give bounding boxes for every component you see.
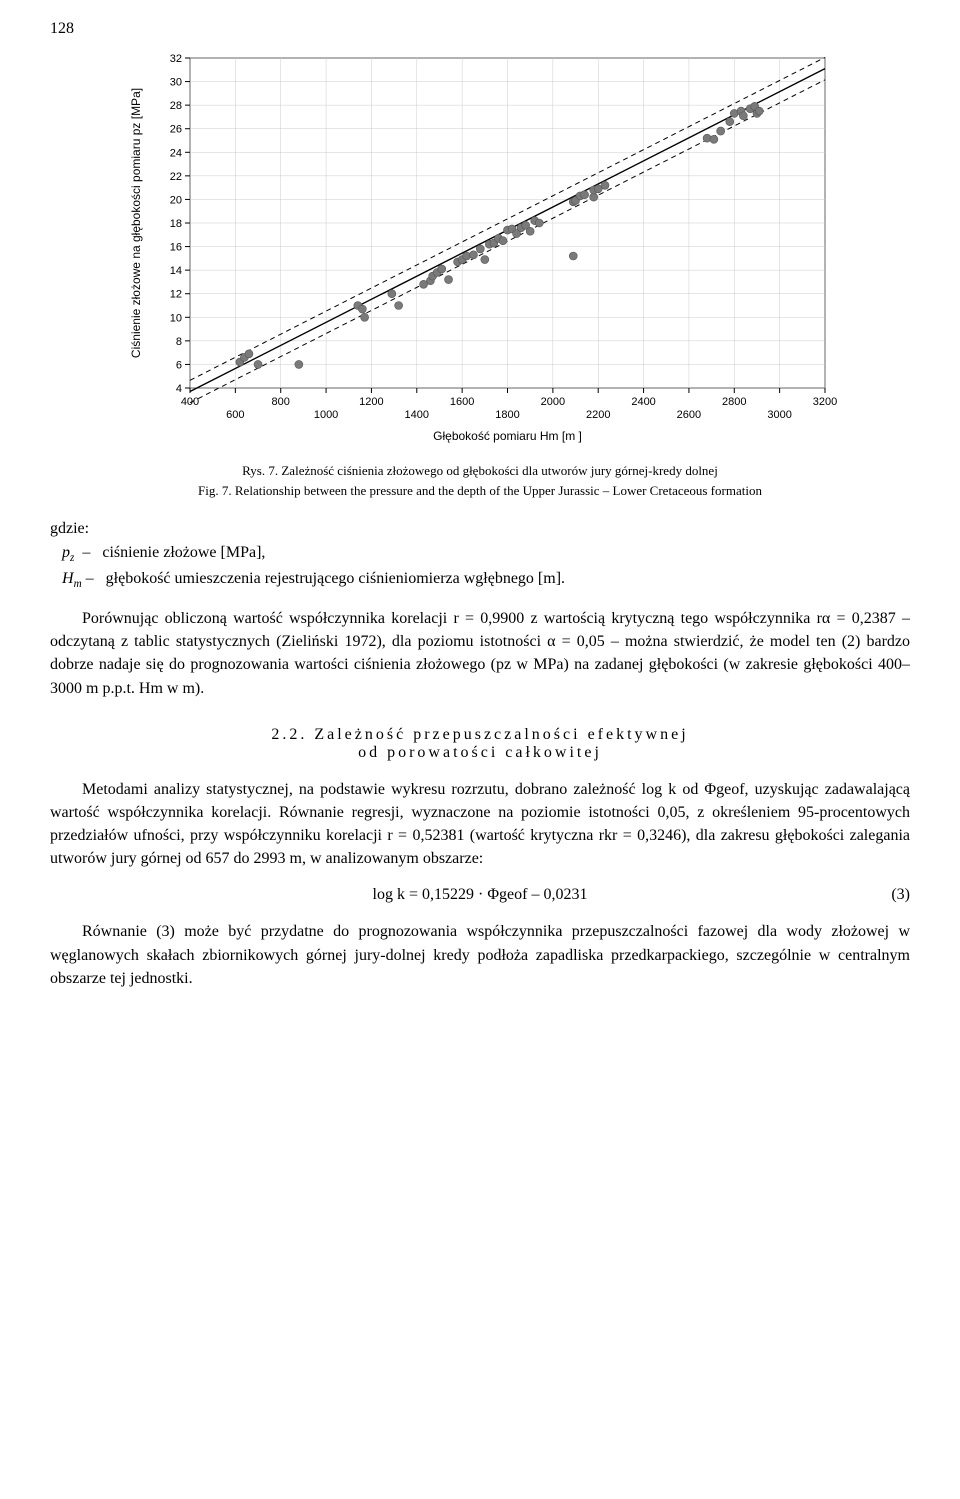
svg-text:3000: 3000 [767, 409, 791, 421]
equation-3: log k = 0,15229 · Φgeof – 0,0231 (3) [50, 886, 910, 904]
equation-number: (3) [891, 886, 910, 904]
svg-text:1600: 1600 [450, 396, 474, 408]
section-2-2-head: 2.2. Zależność przepuszczalności efektyw… [50, 726, 910, 762]
paragraph-1: Porównując obliczoną wartość współczynni… [50, 607, 910, 700]
svg-text:2600: 2600 [677, 409, 701, 421]
svg-text:1200: 1200 [359, 396, 383, 408]
svg-text:4: 4 [176, 383, 182, 395]
equation-text: log k = 0,15229 · Φgeof – 0,0231 [373, 886, 588, 904]
svg-text:1800: 1800 [495, 409, 519, 421]
svg-text:6: 6 [176, 359, 182, 371]
where-hm: Hm – głębokość umieszczenia rejestrujące… [50, 567, 910, 593]
svg-text:16: 16 [170, 242, 182, 254]
caption-fig: Fig. 7. Relationship between the pressur… [50, 483, 910, 499]
page-number: 128 [50, 20, 910, 38]
svg-text:2000: 2000 [541, 396, 565, 408]
figure-7: 4 6 8 10 12 14 16 18 20 22 24 26 28 30 32 400 800 1200 160… [50, 48, 910, 453]
svg-text:Ciśnienie złożowe na głębokośc: Ciśnienie złożowe na głębokości pomiaru … [129, 88, 143, 358]
svg-text:600: 600 [226, 409, 244, 421]
svg-text:10: 10 [170, 312, 182, 324]
svg-text:30: 30 [170, 77, 182, 89]
pz-def: ciśnienie złożowe [MPa], [102, 544, 265, 561]
where-pz: pz – ciśnienie złożowe [MPa], [50, 541, 910, 567]
svg-text:12: 12 [170, 289, 182, 301]
svg-text:3200: 3200 [813, 396, 837, 408]
svg-text:1000: 1000 [314, 409, 338, 421]
svg-text:22: 22 [170, 171, 182, 183]
svg-text:2800: 2800 [722, 396, 746, 408]
caption-rys: Rys. 7. Zależność ciśnienia złożowego od… [50, 463, 910, 479]
hm-sub: m [74, 578, 82, 590]
svg-text:1400: 1400 [405, 409, 429, 421]
svg-text:8: 8 [176, 336, 182, 348]
svg-text:18: 18 [170, 218, 182, 230]
section-line2: od porowatości całkowitej [50, 744, 910, 762]
svg-text:14: 14 [170, 265, 182, 277]
svg-text:32: 32 [170, 53, 182, 65]
svg-text:26: 26 [170, 124, 182, 136]
svg-text:400: 400 [181, 396, 199, 408]
pz-sym: p [62, 544, 70, 561]
svg-text:800: 800 [272, 396, 290, 408]
svg-text:2400: 2400 [631, 396, 655, 408]
svg-text:Głębokość pomiaru Hm [m ]: Głębokość pomiaru Hm [m ] [433, 429, 582, 443]
svg-text:20: 20 [170, 194, 182, 206]
svg-text:28: 28 [170, 100, 182, 112]
svg-text:2200: 2200 [586, 409, 610, 421]
hm-sym: H [62, 570, 74, 587]
paragraph-2: Metodami analizy statystycznej, na podst… [50, 778, 910, 871]
where-intro: gdzie: [50, 517, 910, 541]
section-line1: 2.2. Zależność przepuszczalności efektyw… [50, 726, 910, 744]
hm-def: głębokość umieszczenia rejestrującego ci… [106, 570, 565, 587]
where-block: gdzie: pz – ciśnienie złożowe [MPa], Hm … [50, 517, 910, 593]
svg-text:24: 24 [170, 147, 182, 159]
pz-dash: – [82, 544, 90, 561]
hm-dash: – [86, 570, 94, 587]
scatter-chart-svg: 4 6 8 10 12 14 16 18 20 22 24 26 28 30 32 400 800 1200 160… [120, 48, 840, 448]
paragraph-3: Równanie (3) może być przydatne do progn… [50, 920, 910, 990]
pz-sub: z [70, 552, 74, 564]
